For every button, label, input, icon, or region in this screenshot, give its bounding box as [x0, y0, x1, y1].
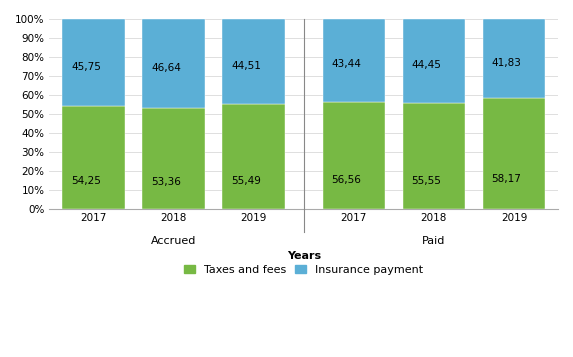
Text: Accrued: Accrued: [151, 236, 196, 246]
Text: 54,25: 54,25: [71, 176, 101, 186]
Text: 46,64: 46,64: [151, 63, 181, 73]
Text: 45,75: 45,75: [71, 62, 101, 72]
X-axis label: Years: Years: [286, 251, 321, 261]
Text: 44,51: 44,51: [231, 61, 261, 71]
Text: 56,56: 56,56: [331, 175, 361, 185]
Bar: [142, 19, 205, 107]
Bar: [62, 19, 125, 106]
Legend: Taxes and fees, Insurance payment: Taxes and fees, Insurance payment: [179, 261, 428, 280]
Bar: [222, 19, 285, 104]
Text: 53,36: 53,36: [151, 177, 181, 187]
Bar: [62, 106, 125, 209]
Text: 41,83: 41,83: [492, 58, 521, 68]
Bar: [403, 104, 465, 209]
Text: 55,49: 55,49: [231, 176, 261, 186]
Bar: [482, 99, 545, 209]
Bar: [142, 107, 205, 209]
Text: 44,45: 44,45: [411, 60, 441, 70]
Bar: [403, 19, 465, 104]
Bar: [323, 19, 385, 101]
Text: 43,44: 43,44: [331, 59, 361, 69]
Text: 55,55: 55,55: [411, 176, 441, 186]
Text: Paid: Paid: [422, 236, 446, 246]
Bar: [323, 101, 385, 209]
Text: 58,17: 58,17: [492, 174, 521, 184]
Bar: [482, 19, 545, 99]
Bar: [222, 104, 285, 209]
